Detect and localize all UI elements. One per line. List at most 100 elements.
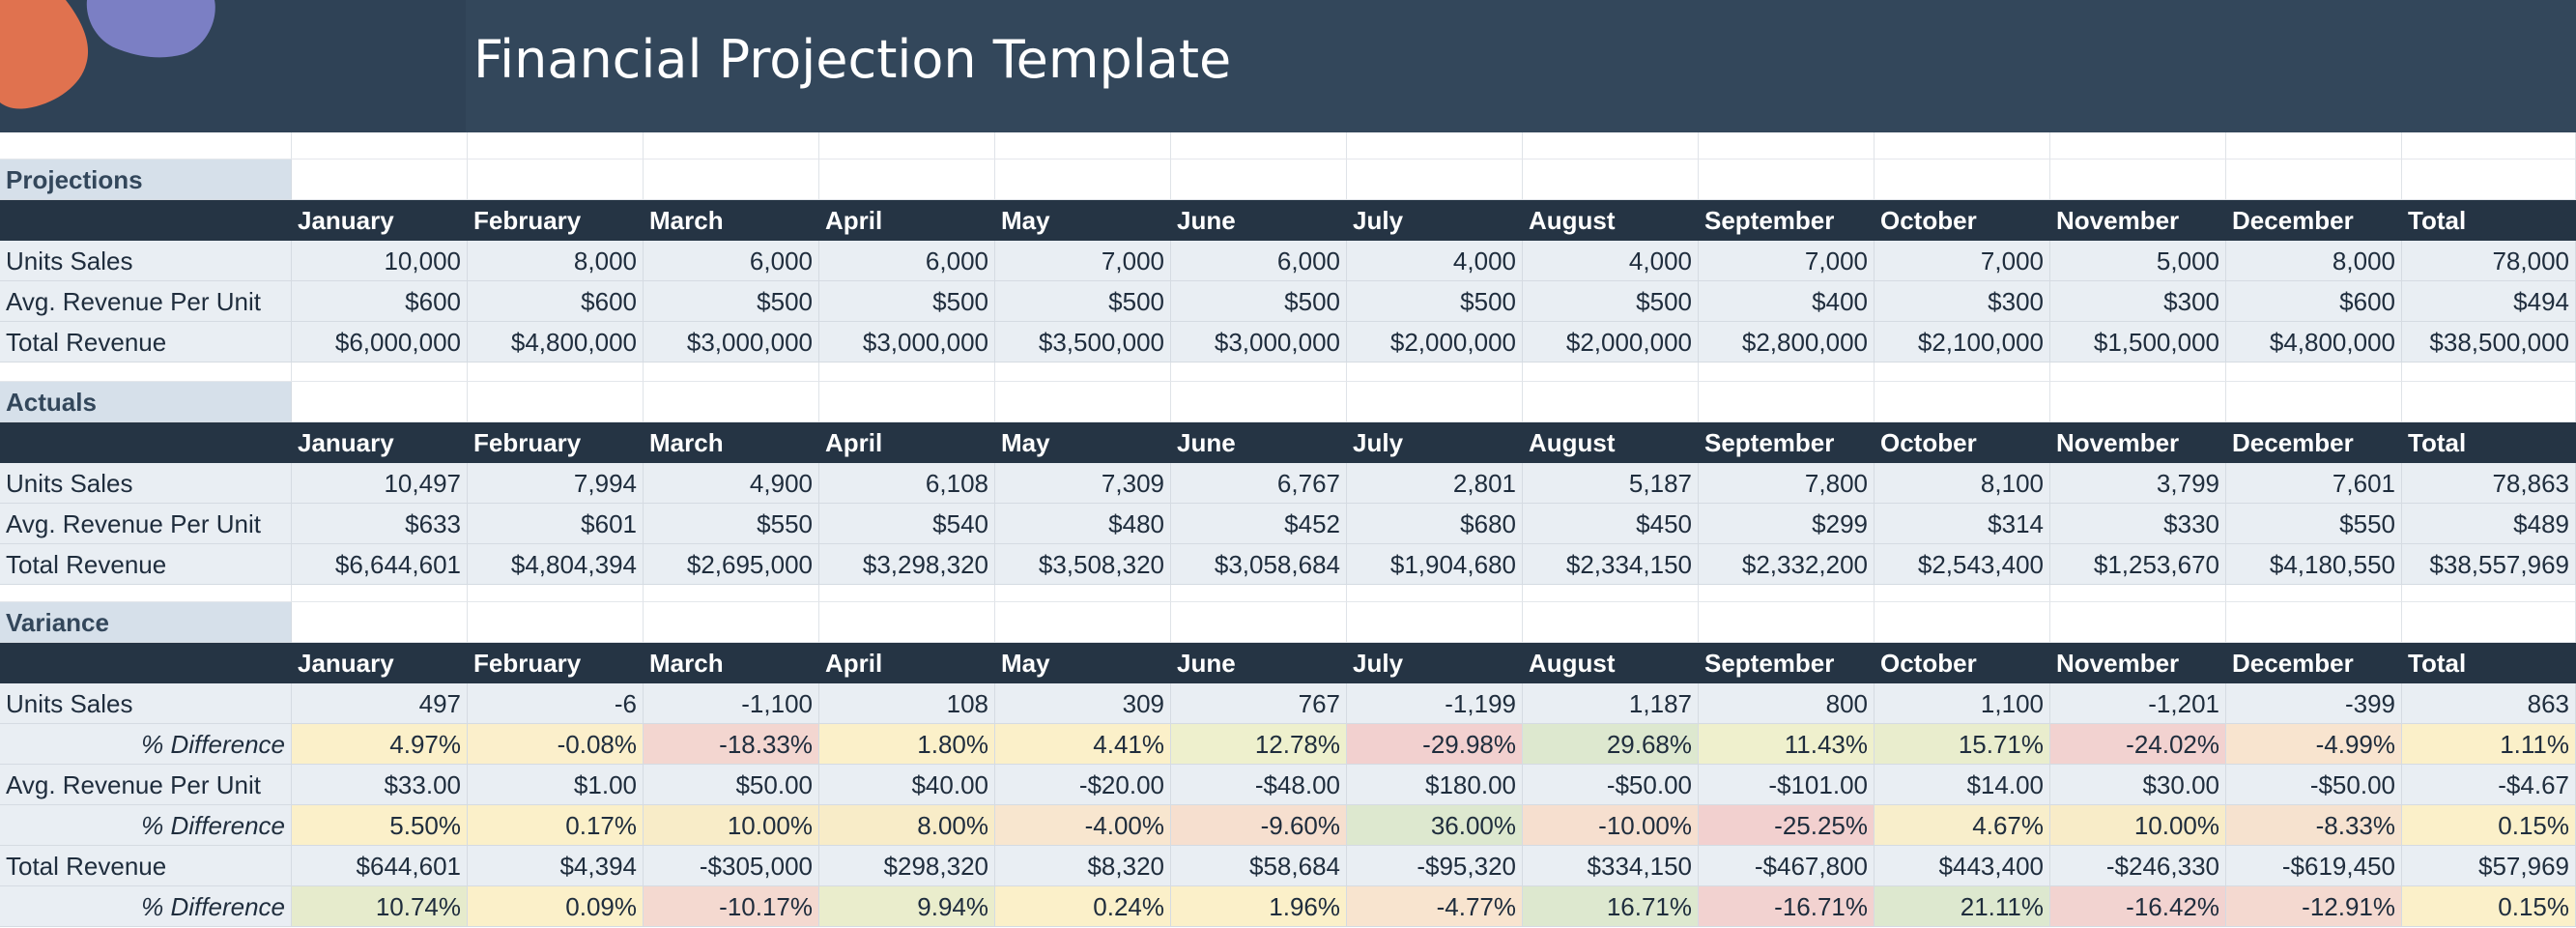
table-cell[interactable]: $540 — [819, 504, 995, 544]
blank-cell[interactable] — [995, 585, 1171, 602]
table-cell[interactable]: -25.25% — [1699, 805, 1875, 846]
column-header[interactable]: August — [1523, 422, 1699, 463]
blank-cell[interactable] — [2402, 602, 2576, 643]
blank-cell[interactable] — [2226, 160, 2402, 200]
column-header[interactable]: March — [644, 200, 819, 241]
table-cell[interactable]: 8,000 — [2226, 241, 2402, 281]
blank-cell[interactable] — [644, 132, 819, 160]
blank-cell[interactable] — [819, 132, 995, 160]
blank-cell[interactable] — [2226, 382, 2402, 422]
section-label[interactable]: Variance — [0, 602, 292, 643]
table-cell[interactable]: -399 — [2226, 683, 2402, 724]
blank-cell[interactable] — [1347, 382, 1523, 422]
table-cell[interactable]: 10.74% — [292, 886, 468, 927]
table-cell[interactable]: -$20.00 — [995, 765, 1171, 805]
table-cell[interactable]: 6,000 — [819, 241, 995, 281]
blank-cell[interactable] — [2050, 382, 2226, 422]
table-cell[interactable]: $443,400 — [1875, 846, 2050, 886]
blank-cell[interactable] — [644, 585, 819, 602]
table-cell[interactable]: $4,180,550 — [2226, 544, 2402, 585]
table-cell[interactable]: $4,800,000 — [2226, 322, 2402, 362]
table-cell[interactable]: -$305,000 — [644, 846, 819, 886]
column-header[interactable] — [0, 422, 292, 463]
blank-cell[interactable] — [995, 132, 1171, 160]
blank-cell[interactable] — [995, 362, 1171, 382]
table-cell[interactable]: 12.78% — [1171, 724, 1347, 765]
column-header[interactable]: June — [1171, 643, 1347, 683]
table-cell[interactable]: $3,000,000 — [644, 322, 819, 362]
row-label[interactable]: Total Revenue — [0, 322, 292, 362]
blank-cell[interactable] — [0, 362, 292, 382]
column-header[interactable] — [0, 643, 292, 683]
blank-cell[interactable] — [1875, 132, 2050, 160]
table-cell[interactable]: 0.24% — [995, 886, 1171, 927]
column-header[interactable]: August — [1523, 200, 1699, 241]
table-cell[interactable]: 863 — [2402, 683, 2576, 724]
row-label[interactable]: Units Sales — [0, 463, 292, 504]
table-cell[interactable]: $2,332,200 — [1699, 544, 1875, 585]
blank-cell[interactable] — [2402, 160, 2576, 200]
blank-cell[interactable] — [1699, 585, 1875, 602]
table-cell[interactable]: $2,695,000 — [644, 544, 819, 585]
table-cell[interactable]: $500 — [644, 281, 819, 322]
blank-cell[interactable] — [1347, 602, 1523, 643]
table-cell[interactable]: $500 — [995, 281, 1171, 322]
table-cell[interactable]: 5,000 — [2050, 241, 2226, 281]
table-cell[interactable]: 7,800 — [1699, 463, 1875, 504]
table-cell[interactable]: $500 — [1347, 281, 1523, 322]
blank-cell[interactable] — [644, 602, 819, 643]
table-cell[interactable]: 0.17% — [468, 805, 644, 846]
column-header[interactable]: October — [1875, 643, 2050, 683]
table-cell[interactable]: $33.00 — [292, 765, 468, 805]
table-cell[interactable]: $1.00 — [468, 765, 644, 805]
column-header[interactable]: February — [468, 200, 644, 241]
row-label[interactable]: % Difference — [0, 724, 292, 765]
table-cell[interactable]: $4,800,000 — [468, 322, 644, 362]
table-cell[interactable]: -$4.67 — [2402, 765, 2576, 805]
table-cell[interactable]: 7,994 — [468, 463, 644, 504]
table-cell[interactable]: -4.77% — [1347, 886, 1523, 927]
table-cell[interactable]: $38,557,969 — [2402, 544, 2576, 585]
table-cell[interactable]: -8.33% — [2226, 805, 2402, 846]
table-cell[interactable]: 6,767 — [1171, 463, 1347, 504]
blank-cell[interactable] — [2402, 382, 2576, 422]
row-label[interactable]: Units Sales — [0, 241, 292, 281]
table-cell[interactable]: 0.15% — [2402, 886, 2576, 927]
table-cell[interactable]: 1,100 — [1875, 683, 2050, 724]
column-header[interactable]: November — [2050, 422, 2226, 463]
column-header[interactable]: September — [1699, 643, 1875, 683]
table-cell[interactable]: $4,394 — [468, 846, 644, 886]
column-header[interactable]: April — [819, 422, 995, 463]
blank-cell[interactable] — [0, 585, 292, 602]
table-cell[interactable]: $58,684 — [1171, 846, 1347, 886]
column-header[interactable]: August — [1523, 643, 1699, 683]
table-cell[interactable]: $2,100,000 — [1875, 322, 2050, 362]
table-cell[interactable]: $180.00 — [1347, 765, 1523, 805]
blank-cell[interactable] — [644, 362, 819, 382]
table-cell[interactable]: 10.00% — [644, 805, 819, 846]
table-cell[interactable]: $633 — [292, 504, 468, 544]
table-cell[interactable]: 29.68% — [1523, 724, 1699, 765]
blank-cell[interactable] — [2050, 132, 2226, 160]
row-label[interactable]: % Difference — [0, 805, 292, 846]
table-cell[interactable]: -$467,800 — [1699, 846, 1875, 886]
table-cell[interactable]: $494 — [2402, 281, 2576, 322]
table-cell[interactable]: $600 — [2226, 281, 2402, 322]
table-cell[interactable]: $2,543,400 — [1875, 544, 2050, 585]
table-cell[interactable]: 2,801 — [1347, 463, 1523, 504]
table-cell[interactable]: $334,150 — [1523, 846, 1699, 886]
blank-cell[interactable] — [1875, 160, 2050, 200]
table-cell[interactable]: 8.00% — [819, 805, 995, 846]
blank-cell[interactable] — [644, 382, 819, 422]
column-header[interactable]: March — [644, 643, 819, 683]
table-cell[interactable]: 7,000 — [995, 241, 1171, 281]
column-header[interactable]: May — [995, 422, 1171, 463]
table-cell[interactable]: 3,799 — [2050, 463, 2226, 504]
table-cell[interactable]: 16.71% — [1523, 886, 1699, 927]
column-header[interactable]: September — [1699, 200, 1875, 241]
blank-cell[interactable] — [1171, 382, 1347, 422]
table-cell[interactable]: 78,863 — [2402, 463, 2576, 504]
blank-cell[interactable] — [1171, 132, 1347, 160]
table-cell[interactable]: $600 — [292, 281, 468, 322]
table-cell[interactable]: $600 — [468, 281, 644, 322]
